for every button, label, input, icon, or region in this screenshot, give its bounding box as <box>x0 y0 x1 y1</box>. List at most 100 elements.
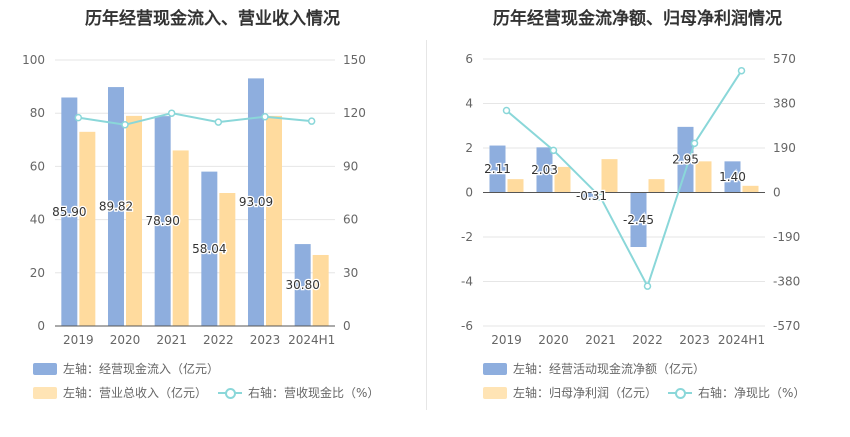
y-tick-right: 0 <box>343 319 351 333</box>
line-point <box>74 113 83 122</box>
y-tick-right: 190 <box>773 141 796 155</box>
bar-left-series1 <box>724 161 741 193</box>
bar-left-series1 <box>108 87 124 326</box>
bar-left-series1 <box>536 147 553 193</box>
legend-swatch-bar1 <box>33 362 57 375</box>
left-legend-line[interactable]: 右轴：营收现金比（%） <box>218 384 379 401</box>
bar-left-series1 <box>154 116 171 326</box>
y-tick-right: 120 <box>343 106 366 120</box>
right-chart-svg: -6 -570 -4 -380 -2 -190 0 0 2 190 4 380 6 570 2019 2020… <box>461 52 800 347</box>
line-point <box>643 282 652 290</box>
bar-value-label: -2.45 <box>623 213 654 227</box>
x-tick-label: 2024H1 <box>288 333 335 347</box>
y-tick-left: 0 <box>465 186 473 200</box>
x-tick-label: 2020 <box>538 333 569 347</box>
line-series <box>505 70 743 289</box>
y-tick-right: 60 <box>343 213 358 227</box>
bar-series2 <box>266 115 282 326</box>
left-legend-bar2[interactable]: 左轴：营业总收入（亿元） <box>33 384 207 401</box>
right-legend-bar2-label: 左轴：归母净利润（亿元） <box>513 386 658 400</box>
bar-value-label: 2.95 <box>672 153 699 167</box>
x-tick-label: 2019 <box>63 333 94 347</box>
right-legend-bar1-label: 左轴：经营活动现金流净额（亿元） <box>513 362 706 376</box>
bar-value-label: -0.31 <box>576 189 607 203</box>
bar-left-series1 <box>677 126 694 193</box>
bar-series2 <box>742 185 759 193</box>
right-chart-panel: 历年经营现金流净额、归母净利润情况 -6 -570 -4 -380 -2 -190 0 0 2 1… <box>425 0 850 437</box>
bar-series2 <box>126 115 142 326</box>
y-tick-right: -190 <box>773 230 800 244</box>
line-point <box>690 139 699 148</box>
line-point <box>307 117 316 125</box>
bar-value-label: 78.90 <box>145 214 179 228</box>
x-tick-label: 2021 <box>156 333 187 347</box>
y-tick-right: 0 <box>773 186 781 200</box>
y-tick-left: -4 <box>461 275 473 289</box>
y-tick-left: 20 <box>30 266 45 280</box>
y-tick-left: 0 <box>37 319 45 333</box>
y-tick-left: -2 <box>461 230 473 244</box>
x-tick-label: 2022 <box>632 333 663 347</box>
y-tick-right: 30 <box>343 266 358 280</box>
x-tick-label: 2022 <box>203 333 234 347</box>
y-tick-left: -6 <box>461 319 473 333</box>
y-tick-left: 6 <box>465 52 473 66</box>
left-chart-panel: 历年经营现金流入、营业收入情况 0 0 20 30 40 60 60 90 80 120 100 15… <box>22 9 379 401</box>
bar-value-label: 1.40 <box>719 170 746 184</box>
line-point <box>737 66 746 75</box>
x-tick-label: 2020 <box>110 333 141 347</box>
panel-divider <box>426 40 427 410</box>
right-legend-bar1[interactable]: 左轴：经营活动现金流净额（亿元） <box>483 360 705 377</box>
legend-swatch-line <box>218 387 242 399</box>
legend-swatch-line <box>668 387 692 399</box>
left-legend-bar1[interactable]: 左轴：经营现金流入（亿元） <box>33 360 219 377</box>
bar-value-label: 85.90 <box>52 205 86 219</box>
right-legend-bar2[interactable]: 左轴：归母净利润（亿元） <box>483 384 657 401</box>
legend-swatch-bar2 <box>483 386 507 399</box>
bar-left-series1 <box>248 78 264 326</box>
x-tick-label: 2019 <box>491 333 522 347</box>
bar-value-label: 2.11 <box>484 162 511 176</box>
line-point <box>596 193 605 201</box>
right-legend-line-label: 右轴：净现比（%） <box>698 386 806 400</box>
right-chart-title: 历年经营现金流净额、归母净利润情况 <box>493 9 782 29</box>
y-tick-left: 100 <box>22 53 45 67</box>
bar-left-series1 <box>630 192 647 248</box>
left-chart-title: 历年经营现金流入、营业收入情况 <box>85 9 340 29</box>
bar-value-label: 93.09 <box>239 195 273 209</box>
bar-series2 <box>172 150 189 326</box>
y-tick-left: 80 <box>30 106 45 120</box>
bar-left-series1 <box>201 171 218 326</box>
right-legend-line[interactable]: 右轴：净现比（%） <box>668 384 805 401</box>
bar-left-series1 <box>294 244 311 326</box>
bar-left-series1 <box>61 97 78 326</box>
y-tick-right: 90 <box>343 159 358 173</box>
y-tick-right: -380 <box>773 275 800 289</box>
line-point <box>214 118 223 126</box>
left-legend-line-label: 右轴：营收现金比（%） <box>248 386 380 400</box>
y-tick-left: 60 <box>30 159 45 173</box>
bar-series2 <box>601 159 618 193</box>
x-tick-label: 2021 <box>585 333 616 347</box>
x-tick-label: 2024H1 <box>718 333 765 347</box>
left-chart-svg: 0 0 20 30 40 60 60 90 80 120 100 150 2019 2020 2021 202… <box>22 53 366 347</box>
bar-series2 <box>648 179 665 193</box>
line-point <box>549 146 558 155</box>
bar-left-series1 <box>583 192 600 200</box>
bar-series2 <box>219 193 236 326</box>
bar-value-label: 58.04 <box>192 242 226 256</box>
y-tick-left: 2 <box>465 141 473 155</box>
bar-series2 <box>554 166 571 193</box>
y-tick-right: -570 <box>773 319 800 333</box>
y-tick-left: 40 <box>30 213 45 227</box>
x-tick-label: 2023 <box>250 333 281 347</box>
bar-value-label: 2.03 <box>531 163 558 177</box>
line-point <box>167 109 176 117</box>
left-legend-bar1-label: 左轴：经营现金流入（亿元） <box>63 362 220 376</box>
y-tick-right: 150 <box>343 53 366 67</box>
bar-series2 <box>79 131 96 326</box>
bar-series2 <box>695 161 712 193</box>
y-tick-right: 570 <box>773 52 796 66</box>
line-point <box>261 112 269 121</box>
x-tick-label: 2023 <box>679 333 710 347</box>
